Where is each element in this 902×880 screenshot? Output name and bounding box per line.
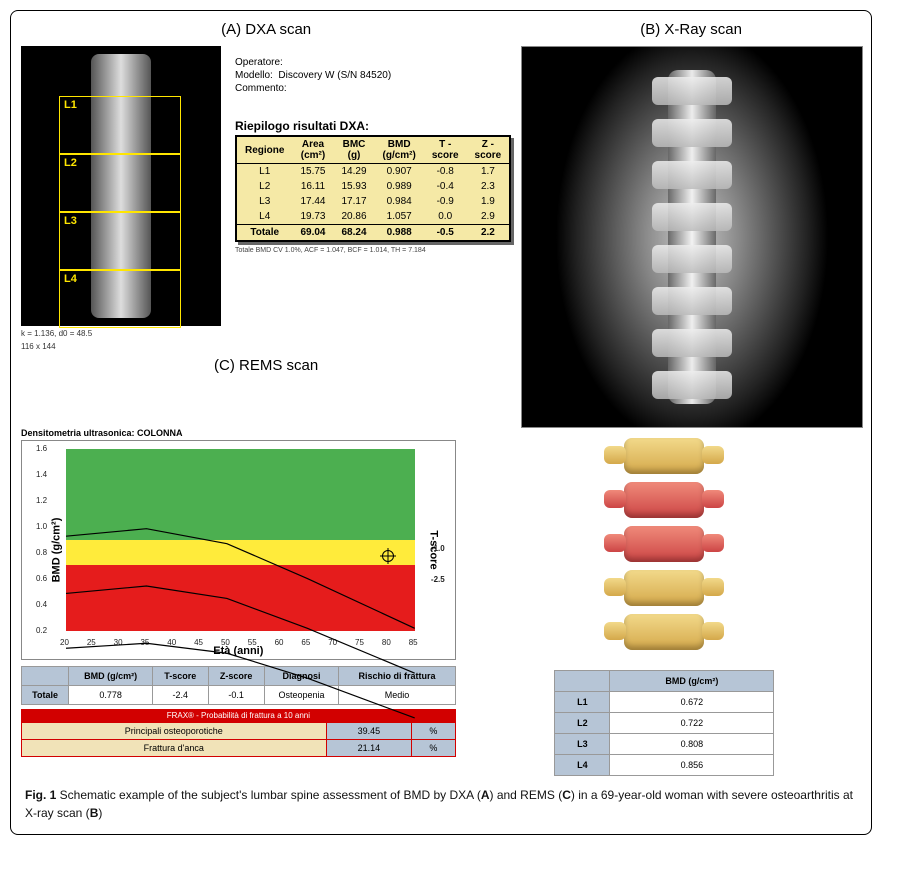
data-point [382, 550, 394, 562]
roi-L3: L3 [59, 212, 181, 270]
dxa-table: RegioneArea(cm²)BMC(g)BMD(g/cm²)T - scor… [237, 137, 509, 240]
dxa-image: L1L2L3L4 k = 1.136, d0 = 48.5 116 x 144 [21, 46, 221, 351]
y-axis-label: BMD (g/cm²) [50, 518, 62, 583]
panel-b: (B) X-Ray scan [521, 19, 861, 428]
dxa-cap2: 116 x 144 [21, 342, 221, 352]
rems-bmd-table: BMD (g/cm²) L10.672L20.722L30.808L40.856 [554, 670, 774, 776]
dxa-footnote: Totale BMD CV 1.0%, ACF = 1.047, BCF = 1… [235, 247, 511, 254]
rems-chart: BMD (g/cm²) T-score Età (anni) 0.20.40.6… [21, 440, 456, 660]
dxa-table-title: Riepilogo risultati DXA: [235, 119, 511, 133]
bmd-header: BMD (g/cm²) [610, 671, 774, 692]
roi-L1: L1 [59, 96, 181, 154]
spine-3d [594, 438, 734, 658]
figure-container: (A) DXA scan L1L2L3L4 k = 1.136, d0 = 48… [10, 10, 872, 835]
op-modello-lbl: Modello: [235, 70, 273, 81]
panel-c: Densitometria ultrasonica: COLONNA BMD (… [21, 428, 861, 776]
op-operatore: Operatore: [235, 57, 283, 68]
panel-a-title: (A) DXA scan [21, 21, 511, 38]
rems-header: Densitometria ultrasonica: COLONNA [21, 428, 456, 438]
op-modello-val: Discovery W (S/N 84520) [278, 70, 391, 81]
xray-image [521, 46, 863, 428]
roi-L2: L2 [59, 154, 181, 212]
top-row: (A) DXA scan L1L2L3L4 k = 1.136, d0 = 48… [21, 19, 861, 428]
dxa-cap1: k = 1.136, d0 = 48.5 [21, 329, 221, 339]
roi-L4: L4 [59, 270, 181, 328]
dxa-spine-image: L1L2L3L4 [21, 46, 221, 326]
panel-c-title: (C) REMS scan [21, 357, 511, 374]
op-commento: Commento: [235, 83, 287, 94]
panel-b-title: (B) X-Ray scan [521, 21, 861, 38]
dxa-info: Operatore: Modello: Discovery W (S/N 845… [235, 46, 511, 351]
panel-a: (A) DXA scan L1L2L3L4 k = 1.136, d0 = 48… [21, 19, 511, 428]
